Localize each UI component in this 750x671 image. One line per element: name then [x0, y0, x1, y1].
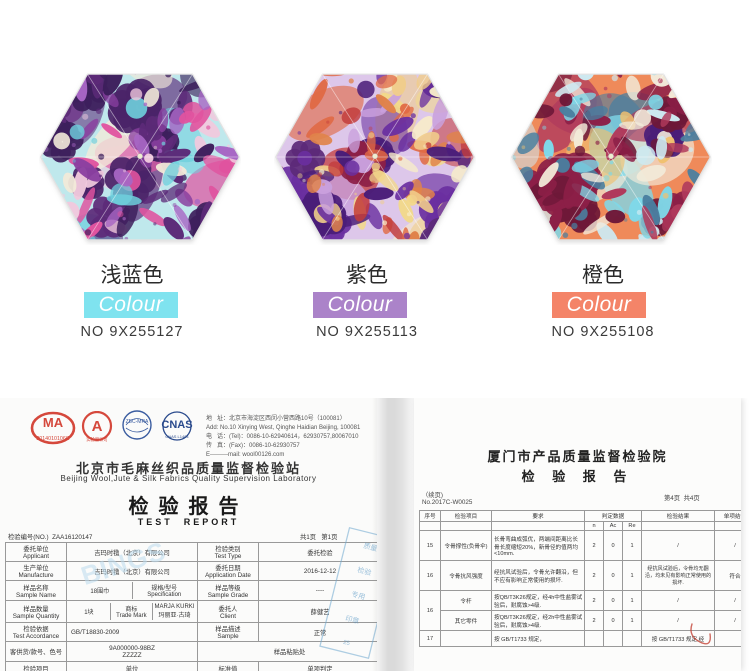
svg-text:25: 25	[342, 640, 351, 648]
svg-text:专用: 专用	[351, 589, 367, 601]
svg-text:A: A	[92, 418, 103, 435]
svg-text:2014010106C: 2014010106C	[36, 436, 69, 442]
svg-text:MA: MA	[43, 415, 64, 430]
svg-text:CNAS: CNAS	[161, 419, 192, 431]
svg-text:印章: 印章	[344, 614, 360, 626]
svg-text:检验: 检验	[357, 565, 373, 577]
svg-text:CNAS L1404: CNAS L1404	[165, 434, 189, 439]
svg-text:实验室认可: 实验室认可	[86, 436, 108, 443]
